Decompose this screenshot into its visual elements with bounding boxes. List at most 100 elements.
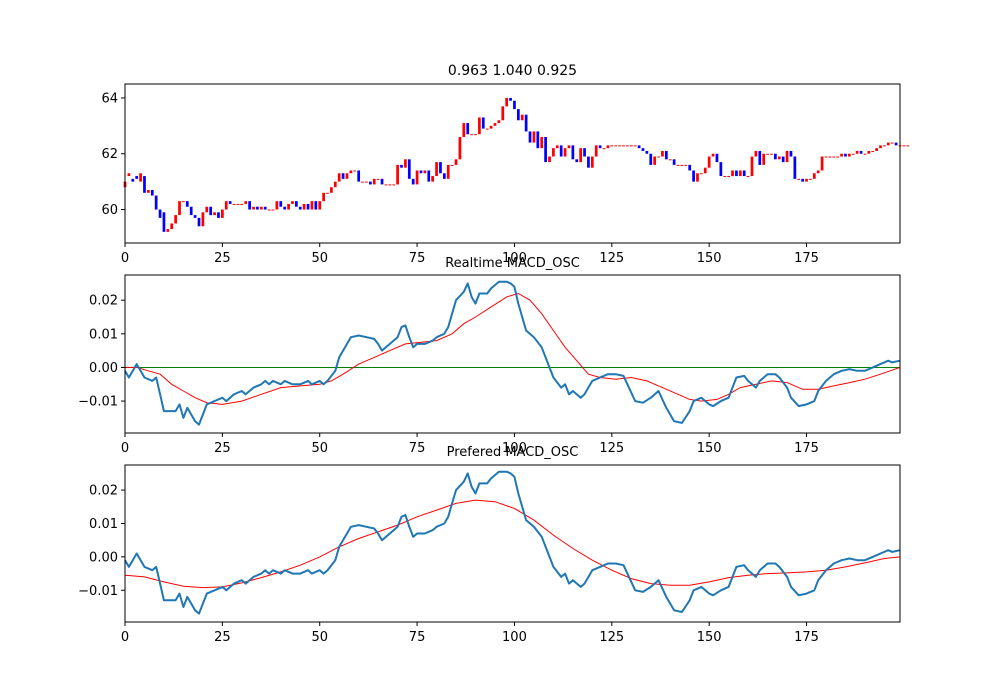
candle-down bbox=[793, 156, 797, 179]
x-tick-label: 0 bbox=[121, 630, 129, 645]
x-tick-label: 175 bbox=[794, 251, 819, 266]
candle-up bbox=[851, 153, 855, 155]
candle-up bbox=[489, 125, 493, 129]
candle-up bbox=[816, 170, 820, 174]
prefered-macd-marks bbox=[124, 470, 901, 615]
candle-down bbox=[439, 162, 442, 174]
candle-up bbox=[594, 145, 598, 157]
candle-up bbox=[174, 215, 177, 224]
candle-down bbox=[279, 201, 283, 207]
candle-up bbox=[505, 97, 509, 107]
x-tick-label: 25 bbox=[214, 630, 231, 645]
candle-up bbox=[458, 137, 462, 160]
candle-up bbox=[723, 176, 727, 178]
x-tick-label: 0 bbox=[121, 251, 129, 266]
candle-up bbox=[376, 178, 380, 180]
candle-down bbox=[154, 195, 158, 210]
y-tick-label: 0.00 bbox=[89, 361, 118, 376]
candle-up bbox=[178, 201, 181, 216]
candle-up bbox=[754, 150, 758, 157]
candle-up bbox=[478, 117, 481, 135]
candle-down bbox=[419, 170, 423, 174]
candle-up bbox=[906, 145, 910, 147]
candle-down bbox=[559, 145, 563, 157]
x-tick-label: 75 bbox=[409, 251, 426, 266]
candle-up bbox=[855, 150, 859, 154]
candle-up bbox=[567, 145, 571, 149]
candle-down bbox=[524, 114, 528, 132]
candle-up bbox=[766, 153, 769, 155]
candle-down bbox=[380, 178, 384, 185]
realtime-macd-x-ticks: 0 25 50 75 100 125 150 175 bbox=[121, 433, 819, 456]
x-tick-label: 125 bbox=[599, 441, 624, 456]
candle-up bbox=[590, 156, 594, 168]
x-tick-label: 175 bbox=[794, 441, 819, 456]
candle-down bbox=[575, 159, 579, 163]
x-tick-label: 0 bbox=[121, 441, 129, 456]
candle-up bbox=[883, 145, 886, 147]
candle-up bbox=[809, 178, 812, 180]
candle-down bbox=[400, 164, 403, 168]
candle-up bbox=[326, 192, 329, 194]
candle-up bbox=[633, 145, 637, 147]
candle-up bbox=[684, 164, 688, 166]
candle-down bbox=[248, 201, 251, 210]
x-tick-label: 25 bbox=[214, 251, 231, 266]
candle-up bbox=[220, 209, 224, 218]
candle-up bbox=[520, 114, 524, 121]
y-tick-label: −0.01 bbox=[78, 395, 118, 410]
candle-up bbox=[812, 173, 816, 179]
candle-up bbox=[147, 190, 150, 193]
x-tick-label: 50 bbox=[311, 441, 328, 456]
candle-up bbox=[552, 148, 555, 157]
signal-line bbox=[124, 499, 901, 589]
candle-up bbox=[372, 178, 376, 185]
y-tick-label: 0.02 bbox=[89, 484, 118, 499]
candle-down bbox=[162, 212, 166, 232]
candle-up bbox=[435, 162, 438, 177]
prefered-macd-frame bbox=[124, 464, 901, 623]
candle-up bbox=[423, 170, 427, 174]
candle-up bbox=[696, 173, 699, 182]
x-tick-label: 175 bbox=[794, 630, 819, 645]
candle-down bbox=[649, 153, 653, 165]
candle-up bbox=[610, 145, 614, 147]
prefered-macd-y-ticks: −0.01 0.00 0.01 0.02 bbox=[78, 484, 125, 599]
candle-down bbox=[528, 131, 532, 143]
candle-up bbox=[232, 203, 236, 205]
candle-down bbox=[516, 109, 520, 121]
candle-up bbox=[236, 203, 240, 205]
candle-down bbox=[571, 145, 575, 160]
candle-up bbox=[886, 142, 890, 146]
candle-up bbox=[824, 156, 828, 158]
candle-up bbox=[485, 128, 489, 130]
realtime-macd-title: Realtime MACD_OSC bbox=[445, 256, 580, 271]
candle-down bbox=[894, 142, 898, 146]
candle-down bbox=[844, 153, 847, 157]
x-tick-label: 50 bbox=[311, 251, 328, 266]
candlestick-x-ticks: 0 25 50 75 100 125 150 175 bbox=[121, 243, 819, 266]
candle-up bbox=[431, 176, 435, 182]
candle-up bbox=[166, 229, 170, 232]
candle-up bbox=[602, 148, 606, 150]
prefered-macd-x-ticks: 0 25 50 75 100 125 150 175 bbox=[121, 622, 819, 645]
candle-up bbox=[322, 192, 325, 202]
prefered-macd-title: Prefered MACD_OSC bbox=[447, 445, 579, 460]
candle-up bbox=[707, 156, 711, 168]
candle-up bbox=[820, 156, 824, 171]
candle-up bbox=[170, 223, 174, 230]
candle-up bbox=[252, 206, 255, 210]
x-tick-label: 150 bbox=[697, 441, 722, 456]
candle-up bbox=[365, 181, 368, 183]
candle-up bbox=[259, 206, 263, 210]
candle-up bbox=[392, 184, 396, 186]
candle-down bbox=[598, 145, 602, 149]
candle-up bbox=[205, 206, 209, 213]
candle-up bbox=[474, 134, 477, 136]
candle-up bbox=[318, 201, 322, 210]
candle-up bbox=[879, 145, 882, 149]
candle-up bbox=[777, 156, 781, 160]
candle-up bbox=[867, 150, 871, 154]
realtime-macd-frame bbox=[124, 274, 901, 434]
